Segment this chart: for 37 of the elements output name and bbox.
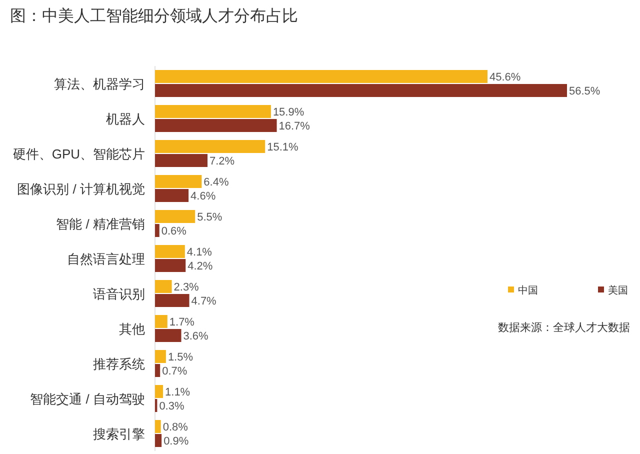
category-label: 搜索引擎 — [93, 426, 145, 442]
value-label: 0.7% — [162, 366, 188, 378]
value-label: 1.7% — [169, 316, 194, 328]
value-label: 16.7% — [278, 120, 310, 132]
category-label: 语音识别 — [93, 286, 145, 302]
value-label: 15.1% — [267, 142, 298, 154]
category-label: 硬件、GPU、智能芯片 — [12, 146, 145, 162]
value-label: 4.7% — [191, 296, 216, 308]
value-label: 0.8% — [162, 422, 188, 434]
value-label: 15.9% — [272, 106, 304, 118]
value-label: 1.1% — [165, 386, 190, 398]
value-label: 7.2% — [210, 156, 235, 168]
legend-label: 中国 — [518, 286, 538, 296]
value-label: 56.5% — [569, 86, 600, 98]
category-label: 自然语言处理 — [67, 252, 145, 266]
category-label: 智能交通 / 自动驾驶 — [30, 392, 145, 406]
value-label: 45.6% — [490, 72, 521, 84]
value-label: 1.5% — [168, 352, 194, 364]
category-label: 图像识别 / 计算机视觉 — [17, 182, 145, 196]
value-label: 3.6% — [183, 330, 208, 342]
legend-label: 美国 — [608, 286, 628, 296]
title: 图：中美人工智能细分领域人才分布占比 — [10, 8, 298, 25]
value-label: 6.4% — [204, 176, 229, 188]
value-label: 0.6% — [161, 226, 186, 238]
value-label: 4.2% — [188, 260, 213, 272]
value-label: 4.1% — [186, 246, 212, 258]
value-label: 0.3% — [159, 400, 184, 412]
value-label: 5.5% — [197, 212, 222, 224]
value-label: 2.3% — [174, 282, 199, 294]
value-label: 0.9% — [164, 436, 189, 448]
category-label: 推荐系统 — [93, 356, 145, 372]
category-label: 机器人 — [106, 112, 145, 126]
category-label: 算法、机器学习 — [54, 76, 145, 92]
value-label: 4.6% — [190, 190, 216, 202]
category-label: 智能 / 精准营销 — [56, 216, 145, 232]
annotation: 数据来源：全球人才大数据 — [498, 322, 630, 334]
category-label: 其他 — [119, 322, 145, 336]
